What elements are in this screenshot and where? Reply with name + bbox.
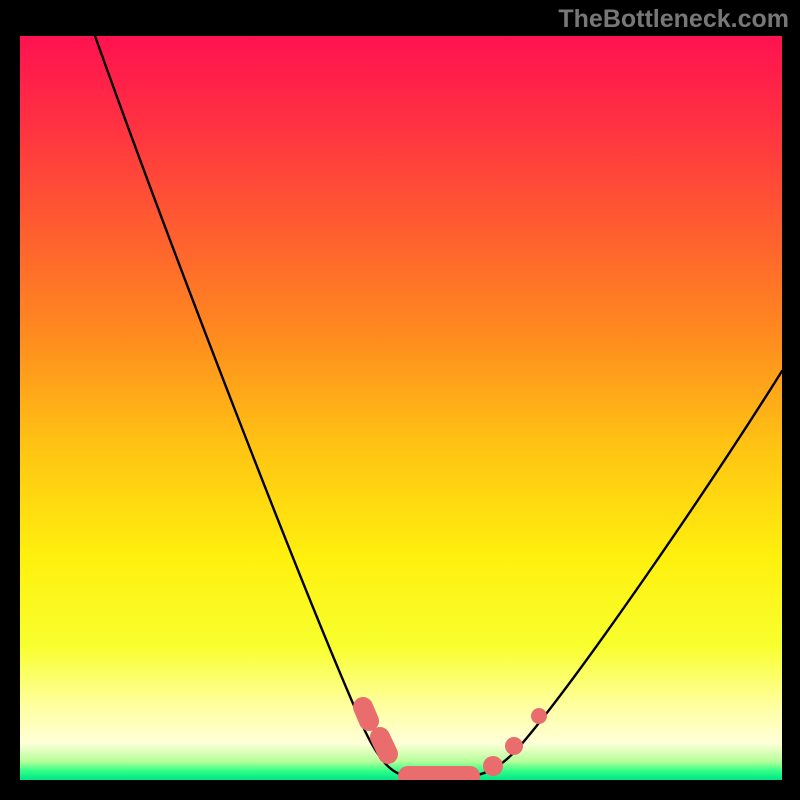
- marker-dot: [483, 756, 503, 776]
- gradient-bg: [20, 36, 782, 780]
- marker-capsule: [380, 737, 388, 754]
- marker-dot: [505, 737, 523, 755]
- watermark-text: TheBottleneck.com: [558, 5, 789, 34]
- plot-area: [20, 36, 782, 780]
- marker-dot: [531, 708, 547, 724]
- marker-capsule: [363, 707, 369, 721]
